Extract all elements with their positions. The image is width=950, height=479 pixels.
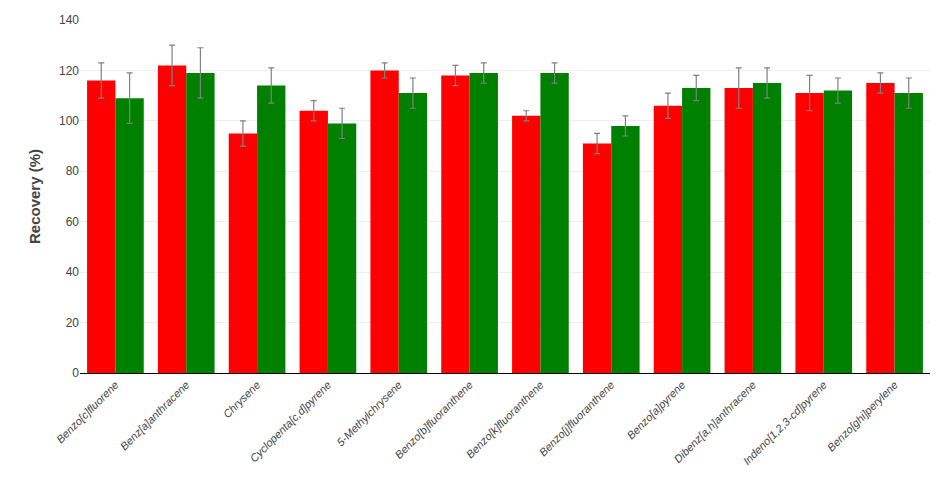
- svg-text:Benzo[j]fluoranthene: Benzo[j]fluoranthene: [537, 379, 617, 459]
- svg-text:Benzo[k]fluoranthene: Benzo[k]fluoranthene: [464, 379, 546, 461]
- svg-text:5-Methylchrysene: 5-Methylchrysene: [334, 379, 404, 449]
- svg-text:Cyclopenta[c,d]pyrene: Cyclopenta[c,d]pyrene: [247, 379, 333, 465]
- svg-text:Benzo[ghi]perylene: Benzo[ghi]perylene: [825, 379, 900, 454]
- svg-text:Dibenz[a,h]anthracene: Dibenz[a,h]anthracene: [671, 379, 758, 466]
- svg-text:Recovery (%): Recovery (%): [26, 149, 43, 244]
- svg-text:Indeno[1,2,3-cd]pyrene: Indeno[1,2,3-cd]pyrene: [741, 379, 829, 467]
- svg-text:Benzo[c]fluorene: Benzo[c]fluorene: [54, 379, 121, 446]
- svg-text:120: 120: [59, 64, 79, 78]
- svg-text:Chrysene: Chrysene: [221, 379, 263, 421]
- svg-text:40: 40: [66, 265, 80, 279]
- svg-text:Benzo[b]fluoranthene: Benzo[b]fluoranthene: [392, 379, 474, 461]
- svg-text:0: 0: [72, 366, 79, 380]
- svg-text:Benz[a]anthracene: Benz[a]anthracene: [118, 379, 192, 453]
- svg-text:140: 140: [59, 13, 79, 27]
- svg-text:100: 100: [59, 114, 79, 128]
- svg-text:Benzo[a]pyrene: Benzo[a]pyrene: [624, 379, 687, 442]
- svg-text:80: 80: [66, 164, 80, 178]
- svg-text:60: 60: [66, 215, 80, 229]
- svg-text:20: 20: [66, 316, 80, 330]
